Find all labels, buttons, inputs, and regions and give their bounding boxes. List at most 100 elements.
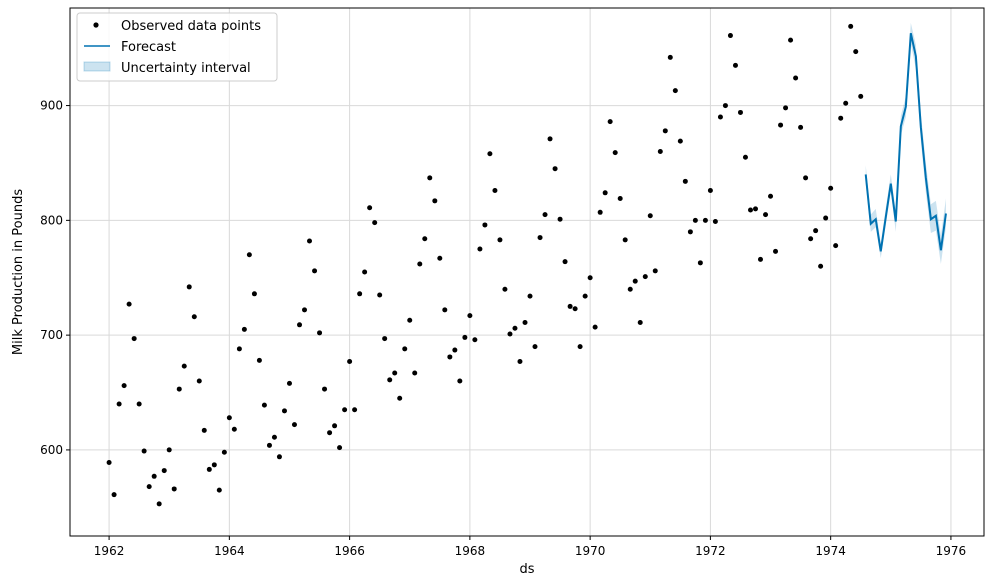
y-tick-label: 700 (40, 328, 63, 342)
observed-data-point (537, 235, 543, 241)
observed-data-point (317, 330, 323, 336)
observed-data-point (803, 175, 809, 181)
observed-data-point (332, 423, 338, 429)
observed-data-point (432, 198, 438, 204)
observed-data-point (382, 336, 388, 342)
observed-data-point (833, 243, 839, 249)
observed-data-point (768, 193, 774, 199)
observed-data-point (477, 246, 483, 252)
observed-data-point (697, 260, 703, 266)
observed-data-point (392, 370, 398, 376)
observed-data-point (617, 196, 623, 202)
x-tick-label: 1974 (815, 544, 846, 558)
observed-data-point (742, 154, 748, 160)
observed-data-point (627, 286, 633, 292)
observed-data-point (387, 377, 393, 383)
observed-data-point (276, 454, 282, 460)
x-tick-label: 1970 (575, 544, 606, 558)
observed-data-point (557, 216, 563, 222)
observed-data-point (221, 449, 227, 455)
observed-data-point (547, 136, 553, 142)
observed-data-point (211, 462, 217, 468)
observed-data-point (737, 109, 743, 115)
observed-data-point (281, 408, 287, 414)
observed-data-point (702, 217, 708, 223)
observed-data-point (482, 222, 488, 228)
observed-data-point (622, 237, 628, 243)
observed-data-point (291, 422, 297, 428)
observed-data-point (452, 347, 458, 353)
observed-data-point (753, 206, 758, 212)
observed-data-point (838, 115, 844, 121)
x-tick-label: 1968 (455, 544, 486, 558)
observed-data-point (813, 228, 819, 234)
observed-data-point (783, 105, 789, 111)
observed-data-point (672, 88, 678, 94)
observed-data-point (572, 306, 578, 312)
observed-data-point (462, 334, 468, 340)
observed-data-point (241, 326, 247, 332)
observed-data-point (186, 284, 192, 290)
observed-data-point (472, 337, 478, 343)
x-axis-label: ds (519, 562, 534, 577)
observed-data-point (437, 255, 443, 261)
x-tick-label: 1972 (695, 544, 726, 558)
observed-data-point (532, 344, 538, 350)
observed-data-point (808, 236, 814, 242)
observed-data-point (307, 238, 312, 244)
observed-data-point (251, 291, 257, 297)
observed-data-point (367, 205, 373, 211)
forecast-series-line (864, 33, 947, 252)
observed-data-point (788, 37, 794, 43)
observed-data-point (502, 286, 508, 292)
observed-data-point (427, 175, 433, 181)
uncertainty-interval-band (865, 22, 946, 264)
legend-observed-marker (93, 22, 99, 28)
observed-data-point (171, 486, 177, 492)
plot-frame (69, 7, 985, 537)
observed-data-point (111, 492, 117, 498)
observed-data-point (372, 220, 378, 226)
observed-data-point (677, 138, 683, 144)
observed-data-point (256, 357, 262, 363)
legend-forecast-label: Forecast (121, 40, 176, 55)
observed-data-point (497, 237, 503, 243)
observed-data-point (121, 383, 127, 389)
observed-data-point (206, 466, 212, 472)
observed-data-point (587, 275, 593, 281)
observed-data-point (231, 426, 237, 432)
legend: Observed data points Forecast Uncertaint… (76, 12, 278, 82)
observed-data-point (778, 122, 784, 128)
observed-data-point (397, 395, 403, 401)
observed-data-point (327, 430, 333, 436)
observed-data-point (793, 75, 799, 81)
observed-data-point (748, 207, 754, 213)
observed-data-point (322, 386, 328, 392)
observed-data-point (166, 447, 172, 453)
y-axis-label: Milk Production in Pounds (11, 189, 26, 355)
legend-box (76, 12, 278, 82)
x-axis-ticks: 1962 1964 1966 1968 1970 1972 1974 1976 (94, 536, 966, 558)
observed-data-point (352, 407, 358, 413)
observed-data-point (407, 317, 413, 323)
observed-data-point (402, 346, 408, 352)
observed-data-point (507, 331, 513, 337)
legend-observed-label: Observed data points (121, 19, 261, 34)
observed-data-point (156, 501, 162, 507)
observed-data-point (412, 370, 418, 376)
y-axis-ticks: 600 700 800 900 (40, 99, 70, 457)
legend-interval-marker (83, 61, 111, 72)
observed-data-point (642, 274, 648, 280)
observed-data-point (106, 460, 112, 466)
observed-data-point (492, 188, 498, 193)
observed-data-point (141, 448, 147, 454)
observed-data-point (858, 93, 864, 99)
observed-data-point (732, 62, 738, 68)
observed-data-point (577, 344, 583, 350)
observed-data-point (246, 252, 252, 258)
observed-data-point (357, 291, 363, 297)
observed-data-point (662, 128, 668, 134)
observed-data-point (602, 190, 608, 196)
observed-data-point (337, 445, 343, 451)
observed-data-point (562, 259, 568, 265)
